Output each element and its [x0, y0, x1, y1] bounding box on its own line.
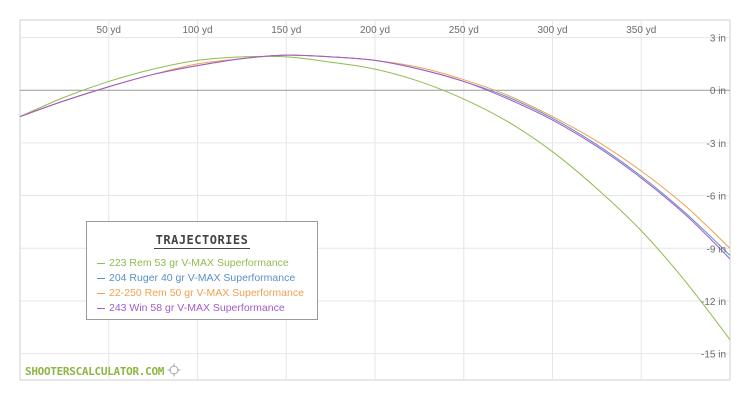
legend-label: 22-250 Rem 50 gr V-MAX Superformance — [109, 287, 304, 299]
legend-list: 223 Rem 53 gr V-MAX Superformance 204 Ru… — [97, 256, 304, 316]
x-tick-label: 200 yd — [360, 25, 390, 36]
legend-label: 223 Rem 53 gr V-MAX Superformance — [109, 257, 289, 269]
y-tick-label: 3 in — [710, 34, 726, 45]
x-tick-label: 250 yd — [449, 25, 479, 36]
x-tick-label: 50 yd — [97, 25, 121, 36]
y-tick-label: -9 in — [707, 244, 726, 255]
x-tick-label: 100 yd — [182, 25, 212, 36]
x-tick-label: 300 yd — [537, 25, 567, 36]
legend-item[interactable]: 22-250 Rem 50 gr V-MAX Superformance — [97, 286, 304, 301]
brand-link[interactable]: SHOOTERSCALCULATOR.COM — [25, 363, 181, 380]
series-lines — [19, 54, 731, 340]
y-tick-label: 0 in — [710, 86, 726, 97]
crosshair-icon — [167, 363, 181, 380]
series-line-4 — [19, 54, 731, 260]
legend-swatch — [97, 308, 105, 309]
tick-labels: 50 yd 100 yd 150 yd 200 yd 250 yd 300 yd 350 y… — [97, 25, 726, 361]
legend-swatch — [97, 263, 105, 264]
brand-text: SHOOTERSCALCULATOR.COM — [25, 365, 165, 378]
y-tick-label: -15 in — [701, 350, 726, 361]
legend-label: 204 Ruger 40 gr V-MAX Superformance — [109, 272, 296, 284]
legend-item[interactable]: 223 Rem 53 gr V-MAX Superformance — [97, 256, 304, 271]
y-tick-label: -3 in — [707, 139, 726, 150]
y-tick-label: -6 in — [707, 192, 726, 203]
legend-swatch — [97, 293, 105, 294]
legend-title: TRAJECTORIES — [153, 233, 251, 249]
legend: TRAJECTORIES 223 Rem 53 gr V-MAX Superfo… — [86, 221, 318, 320]
legend-swatch — [97, 278, 105, 279]
x-tick-label: 150 yd — [271, 25, 301, 36]
y-tick-label: -12 in — [701, 297, 726, 308]
legend-item[interactable]: 204 Ruger 40 gr V-MAX Superformance — [97, 271, 304, 286]
series-line-1 — [19, 55, 731, 340]
legend-label: 243 Win 58 gr V-MAX Superformance — [109, 302, 285, 314]
x-tick-label: 350 yd — [626, 25, 656, 36]
legend-item[interactable]: 243 Win 58 gr V-MAX Superformance — [97, 301, 304, 316]
